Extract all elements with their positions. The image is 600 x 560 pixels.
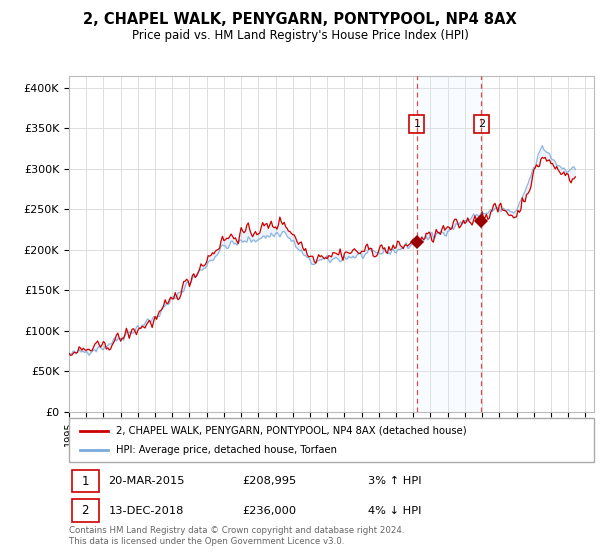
Text: 2: 2 — [82, 504, 89, 517]
Text: 13-DEC-2018: 13-DEC-2018 — [109, 506, 184, 516]
Text: 20-MAR-2015: 20-MAR-2015 — [109, 476, 185, 486]
Text: Contains HM Land Registry data © Crown copyright and database right 2024.
This d: Contains HM Land Registry data © Crown c… — [69, 526, 404, 546]
Bar — [417, 76, 481, 412]
Text: 1: 1 — [413, 119, 421, 129]
Bar — [71, 470, 99, 492]
Text: £208,995: £208,995 — [242, 476, 296, 486]
Text: £236,000: £236,000 — [242, 506, 296, 516]
Bar — [71, 500, 99, 522]
Text: 2, CHAPEL WALK, PENYGARN, PONTYPOOL, NP4 8AX (detached house): 2, CHAPEL WALK, PENYGARN, PONTYPOOL, NP4… — [116, 426, 467, 436]
Text: 3% ↑ HPI: 3% ↑ HPI — [368, 476, 422, 486]
Text: 1: 1 — [82, 475, 89, 488]
Text: HPI: Average price, detached house, Torfaen: HPI: Average price, detached house, Torf… — [116, 445, 337, 455]
Text: 2, CHAPEL WALK, PENYGARN, PONTYPOOL, NP4 8AX: 2, CHAPEL WALK, PENYGARN, PONTYPOOL, NP4… — [83, 12, 517, 27]
Text: Price paid vs. HM Land Registry's House Price Index (HPI): Price paid vs. HM Land Registry's House … — [131, 29, 469, 42]
Text: 4% ↓ HPI: 4% ↓ HPI — [368, 506, 422, 516]
Text: 2: 2 — [478, 119, 485, 129]
